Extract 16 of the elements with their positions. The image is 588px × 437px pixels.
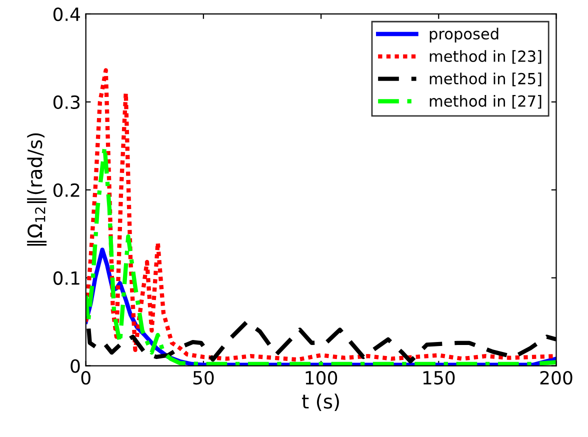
y-axis-title: ‖Ω$_{12}$‖(rad/s) xyxy=(27,133,47,246)
legend-label: proposed xyxy=(430,28,498,43)
x-tick-label: 200 xyxy=(540,370,572,385)
y-tick-label: 0.4 xyxy=(53,7,80,22)
x-tick-label: 50 xyxy=(193,370,214,385)
y-tick-label: 0 xyxy=(70,359,80,373)
x-axis-title: t (s) xyxy=(302,394,339,411)
legend-label: method in [27] xyxy=(430,95,542,109)
x-tick-label: 0 xyxy=(81,370,90,385)
x-tick-label: 100 xyxy=(306,370,338,385)
y-tick-label: 0.2 xyxy=(53,183,80,197)
y-tick-label: 0.1 xyxy=(53,271,80,285)
legend-label: method in [23] xyxy=(430,50,542,64)
y-tick-label: 0.3 xyxy=(53,95,80,110)
legend-label: method in [25] xyxy=(430,72,542,86)
x-tick-label: 150 xyxy=(423,370,455,385)
